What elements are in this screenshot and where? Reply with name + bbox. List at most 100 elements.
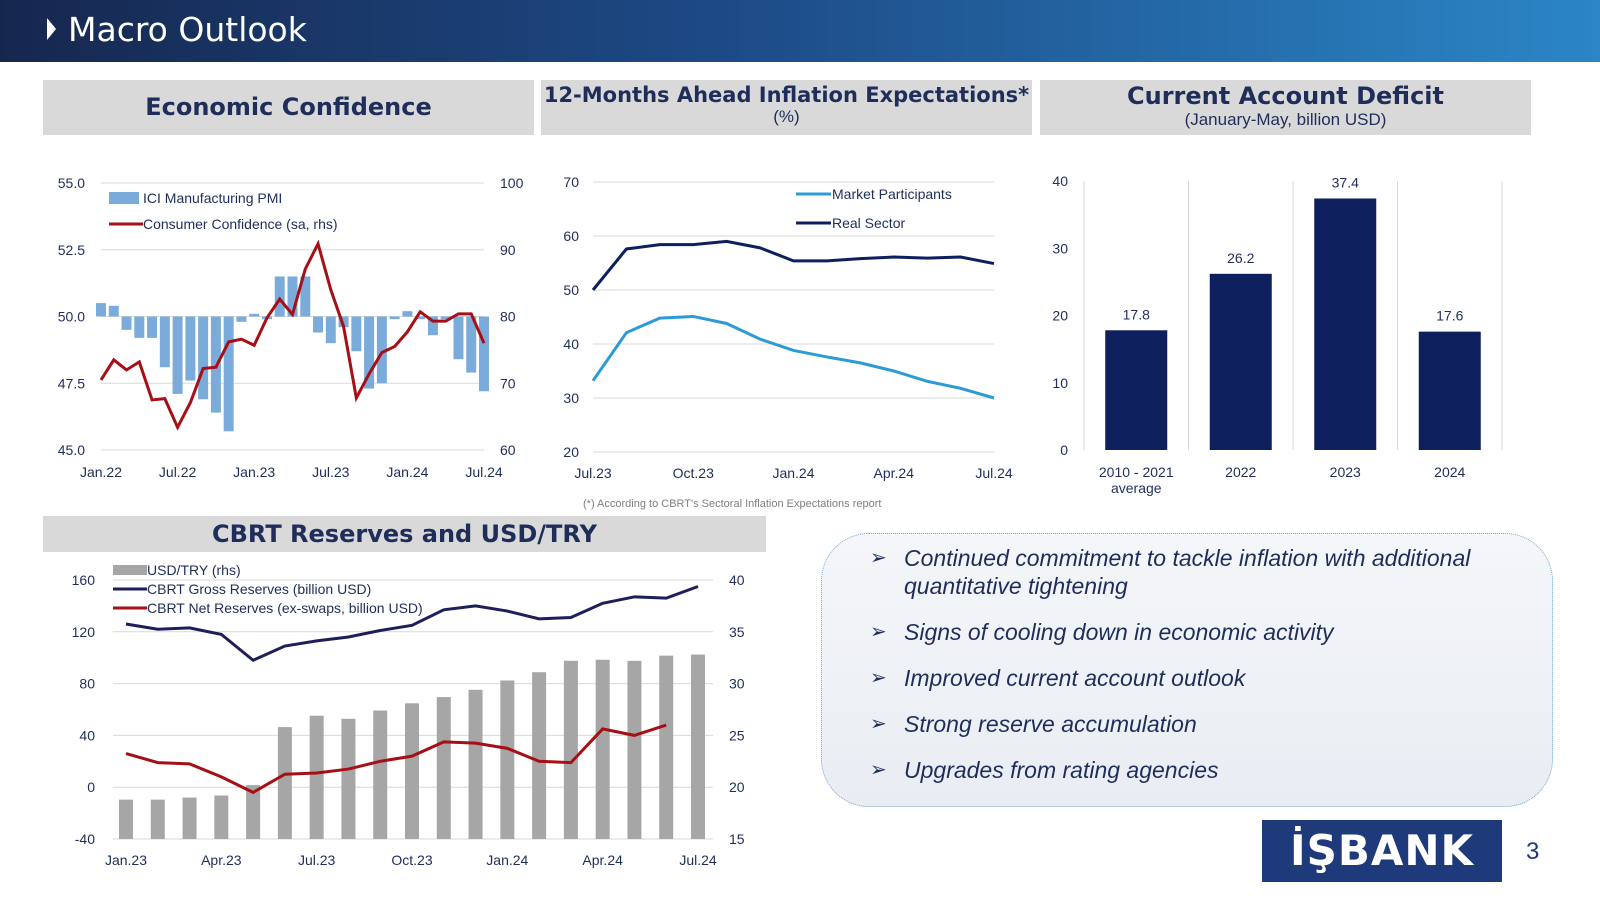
legend-swatch-pmi <box>109 192 139 204</box>
x-tick-label: Jan.24 <box>772 465 814 481</box>
y-tick-label: 60 <box>563 228 579 244</box>
pmi-bar <box>453 316 464 360</box>
cad-value-label: 37.4 <box>1332 174 1359 190</box>
y-right-tick-label: 25 <box>729 727 745 743</box>
pmi-bar <box>466 316 477 373</box>
y-tick-label: 30 <box>1052 240 1068 256</box>
usdtry-bar <box>309 715 324 839</box>
usdtry-bar <box>595 659 610 839</box>
page-title: Macro Outlook <box>68 10 307 49</box>
usdtry-bar <box>182 797 197 839</box>
y-left-tick-label: 55.0 <box>58 175 85 191</box>
y-tick-label: 20 <box>1052 308 1068 324</box>
x-tick-label: 2024 <box>1434 464 1465 480</box>
pmi-bar <box>147 316 158 338</box>
x-tick-label: Jan.24 <box>486 852 528 868</box>
pmi-bar <box>172 316 183 394</box>
pmi-bar <box>185 316 196 381</box>
legend-label-pmi: ICI Manufacturing PMI <box>143 190 282 206</box>
x-tick-sublabel: average <box>1111 480 1162 496</box>
pmi-bar <box>415 316 426 320</box>
y-left-tick-label: 0 <box>87 779 95 795</box>
y-left-tick-label: 45.0 <box>58 442 85 458</box>
y-right-tick-label: 90 <box>500 242 516 258</box>
arrow-bullet-icon: ➢ <box>870 713 887 735</box>
x-tick-label: Jan.23 <box>233 464 275 480</box>
pmi-bar <box>300 276 311 317</box>
gross-reserves-line <box>125 585 699 663</box>
y-tick-label: 50 <box>563 282 579 298</box>
bullet-item: ➢ Signs of cooling down in economic activ… <box>870 618 1514 646</box>
y-tick-label: 10 <box>1052 375 1068 391</box>
usdtry-bar <box>691 654 705 839</box>
usdtry-bar <box>659 655 674 839</box>
y-right-tick-label: 70 <box>500 375 516 391</box>
header-bar: Macro Outlook <box>0 0 1600 62</box>
bullet-item: ➢ Upgrades from rating agencies <box>870 756 1514 784</box>
cbrt-reserves-chart: 160 120 80 40 0 -40 40 35 30 25 20 15 Jan.23 Apr.23 Ju… <box>72 562 745 868</box>
y-right-tick-label: 40 <box>729 572 745 588</box>
pmi-bar <box>223 316 234 432</box>
pmi-bar <box>338 316 349 328</box>
bullet-text: Upgrades from rating agencies <box>904 757 1219 783</box>
usdtry-bar <box>532 672 547 839</box>
pmi-bar <box>274 276 285 317</box>
y-right-tick-label: 80 <box>500 309 516 325</box>
y-right-tick-label: 15 <box>729 831 745 847</box>
arrow-bullet-icon: ➢ <box>870 547 887 569</box>
pmi-bar <box>159 316 170 368</box>
footnote: (*) According to CBRT's Sectoral Inflati… <box>583 498 882 510</box>
cad-bar <box>1209 273 1272 450</box>
legend-label-gross: CBRT Gross Reserves (billion USD) <box>147 581 371 597</box>
x-tick-label: Jul.24 <box>975 465 1013 481</box>
bullet-item: ➢ Continued commitment to tackle inflatio… <box>870 544 1514 600</box>
pmi-bar <box>249 313 260 317</box>
pmi-bar <box>389 316 400 320</box>
pmi-bar <box>479 316 489 392</box>
legend-label-real: Real Sector <box>832 215 905 231</box>
consumer-confidence-line <box>99 239 486 431</box>
economic-confidence-title: Economic Confidence <box>43 80 534 135</box>
current-account-title: Current Account Deficit (January-May, bi… <box>1040 80 1531 135</box>
x-tick-label: Jan.23 <box>105 852 147 868</box>
net-reserves-line <box>125 723 667 795</box>
y-left-tick-label: 40 <box>79 727 95 743</box>
y-left-tick-label: 160 <box>72 572 96 588</box>
y-right-tick-label: 60 <box>500 442 516 458</box>
usdtry-bar <box>563 660 578 839</box>
pmi-bar <box>236 316 247 322</box>
usdtry-bar <box>627 660 642 839</box>
pmi-bar <box>402 311 413 317</box>
inflation-expectations-heading: 12-Months Ahead Inflation Expectations* <box>543 83 1030 107</box>
x-tick-label: Jan.22 <box>80 464 122 480</box>
pmi-bar <box>440 316 451 320</box>
usdtry-bar <box>341 718 356 839</box>
pmi-bar <box>364 316 375 389</box>
cbrt-reserves-title: CBRT Reserves and USD/TRY <box>43 516 766 552</box>
pmi-bar <box>376 316 387 384</box>
page-number: 3 <box>1526 838 1540 865</box>
pmi-bar <box>313 316 324 333</box>
pmi-bar <box>96 303 106 317</box>
economic-confidence-heading: Economic Confidence <box>145 93 432 121</box>
usdtry-bar <box>150 799 165 839</box>
inflation-expectations-subtitle: (%) <box>773 107 800 126</box>
x-tick-label: Jul.23 <box>298 852 336 868</box>
cad-value-label: 26.2 <box>1227 250 1254 266</box>
usdtry-bar <box>246 785 261 839</box>
usdtry-bar <box>468 689 483 839</box>
x-tick-label: Oct.23 <box>673 465 714 481</box>
x-tick-label: Jul.24 <box>465 464 503 480</box>
x-tick-label: 2010 - 2021 <box>1099 464 1174 480</box>
cad-bar <box>1314 198 1377 450</box>
arrow-bullet-icon: ➢ <box>870 759 887 781</box>
y-tick-label: 40 <box>1052 173 1068 189</box>
usdtry-bar <box>373 710 388 839</box>
legend-swatch-usdtry <box>113 565 147 575</box>
y-tick-label: 30 <box>563 390 579 406</box>
cbrt-reserves-heading: CBRT Reserves and USD/TRY <box>212 520 597 548</box>
legend-label-net: CBRT Net Reserves (ex-swaps, billion USD… <box>147 600 423 616</box>
usdtry-bar <box>405 703 419 839</box>
y-left-tick-label: 120 <box>72 624 96 640</box>
